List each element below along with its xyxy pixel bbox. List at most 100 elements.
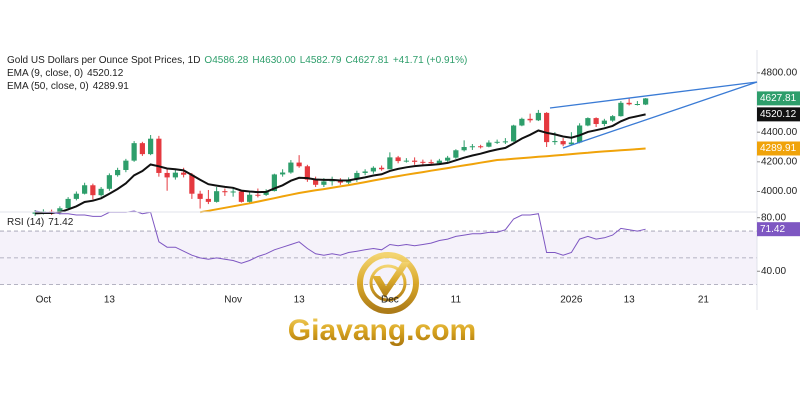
candle-body — [139, 143, 145, 155]
candle-body — [90, 185, 96, 196]
candle-body — [585, 118, 591, 126]
candle-body — [57, 208, 63, 213]
price-tag-label: 71.42 — [760, 224, 785, 235]
price-tag-label: 4520.12 — [760, 109, 797, 120]
watermark: Giavang.com — [288, 314, 476, 347]
candle-body — [626, 102, 632, 105]
header-line: Gold US Dollars per Ounce Spot Prices, 1… — [7, 54, 475, 67]
candle-body — [230, 191, 236, 193]
candle-body — [552, 141, 558, 143]
logo-check — [372, 262, 410, 298]
candle-body — [73, 193, 79, 199]
legend-text: 71.42 — [48, 217, 74, 228]
ohlc-value: O4586.28 — [204, 55, 249, 66]
ohlc-value: C4627.81 — [345, 55, 389, 66]
x-tick-label: 13 — [294, 295, 306, 306]
legend-value: 4289.91 — [92, 81, 129, 92]
candle-body — [577, 125, 583, 143]
candle-body — [263, 191, 269, 195]
candle-body — [601, 120, 607, 125]
candle-body — [148, 138, 154, 155]
candle-body — [156, 138, 162, 173]
candle-body — [634, 104, 640, 105]
candle-body — [321, 181, 327, 185]
x-tick-label: Nov — [224, 295, 242, 306]
candle-body — [172, 172, 178, 178]
x-tick-label: 13 — [104, 295, 116, 306]
candle-body — [65, 198, 71, 209]
price-tag — [757, 91, 800, 106]
ohlc-value: H4630.00 — [252, 55, 296, 66]
candle-body — [511, 125, 517, 142]
y-tick-label: 80.00 — [761, 212, 786, 223]
x-tick-label: Oct — [36, 295, 52, 306]
candle-body — [436, 160, 442, 164]
candle-body — [494, 141, 500, 143]
legend-value: 4520.12 — [87, 68, 124, 79]
candle-body — [164, 172, 170, 178]
x-tick-label: 2026 — [560, 295, 583, 306]
candle-body — [82, 185, 88, 194]
price-tag-label: 4627.81 — [760, 93, 797, 104]
candle-body — [131, 143, 137, 161]
candle-body — [453, 150, 459, 158]
candle-body — [486, 142, 492, 147]
x-tick-label: 13 — [624, 295, 636, 306]
y-tick-label: 4000.00 — [761, 186, 798, 197]
candle-body — [379, 167, 385, 170]
candle-body — [535, 112, 541, 121]
candle-body — [271, 174, 277, 192]
candle-body — [403, 160, 409, 162]
y-tick-label: 40.00 — [761, 266, 786, 277]
plot — [0, 98, 757, 286]
candle-body — [428, 162, 434, 164]
candle-body — [205, 198, 211, 202]
candle-body — [478, 146, 484, 148]
candle-body — [238, 191, 244, 202]
price-tag-label: 4289.91 — [760, 143, 797, 154]
y-tick-label: 4200.00 — [761, 156, 798, 167]
legend: Gold US Dollars per Ounce Spot Prices, 1… — [7, 54, 475, 93]
ohlc-value: +41.71 (+0.91%) — [392, 55, 468, 66]
trend-line — [549, 81, 758, 109]
candle-body — [280, 172, 286, 175]
candle-body — [412, 160, 418, 162]
candle-body — [197, 193, 203, 199]
candle-body — [189, 174, 195, 194]
candle-body — [222, 191, 228, 193]
candle-body — [461, 147, 467, 151]
candle-body — [181, 172, 187, 175]
candle-body — [593, 118, 599, 125]
price-tag — [757, 222, 800, 237]
candle-body — [123, 160, 129, 170]
candle-body — [288, 162, 294, 173]
candle-body — [296, 162, 302, 167]
ema-legend: EMA (9, close, 0) 4520.12 — [7, 67, 475, 80]
candle-body — [362, 171, 368, 173]
axes: 4800.00 4400.00 4200.00 4000.00 80.00 40.00 Oc… — [36, 68, 800, 306]
candle-body — [247, 194, 253, 202]
candle-body — [98, 188, 104, 196]
ema-legend: EMA (50, close, 0) 4289.91 — [7, 80, 475, 93]
candle-body — [643, 98, 649, 105]
candle-body — [519, 118, 525, 126]
candle-body — [527, 118, 533, 121]
y-tick-label: 4800.00 — [761, 68, 798, 79]
candle-body — [568, 142, 574, 145]
candle-body — [370, 167, 376, 172]
x-tick-label: Dec — [381, 295, 399, 306]
x-tick-label: 11 — [451, 295, 462, 306]
candle-body — [106, 175, 112, 189]
line — [199, 147, 646, 214]
logo-ring — [369, 264, 407, 302]
logo — [357, 252, 419, 314]
candle-body — [387, 157, 393, 170]
candle-body — [420, 161, 426, 163]
candle-body — [395, 157, 401, 162]
candle-body — [255, 194, 261, 196]
x-tick-label: 21 — [698, 295, 710, 306]
rsi-legend: RSI (14) 71.42 — [7, 217, 77, 228]
candle-body — [560, 141, 566, 145]
logo-ring — [357, 252, 419, 314]
